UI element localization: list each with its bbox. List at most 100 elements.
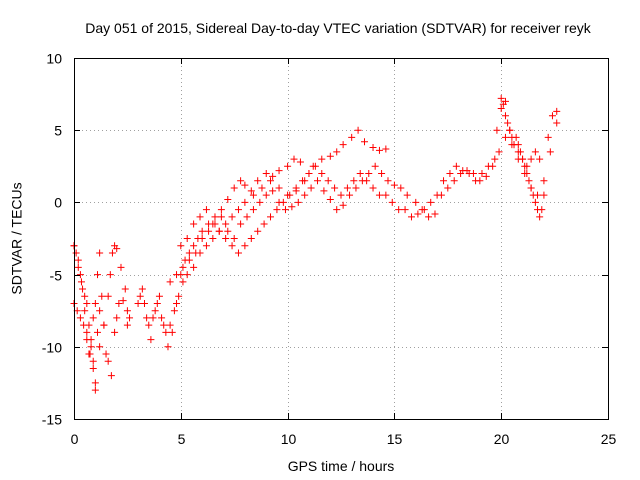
data-point bbox=[493, 126, 501, 134]
data-point bbox=[104, 292, 112, 300]
data-point bbox=[91, 379, 99, 387]
data-point bbox=[205, 227, 213, 235]
data-point bbox=[117, 263, 125, 271]
data-point bbox=[346, 191, 354, 199]
data-point bbox=[108, 249, 116, 257]
data-point bbox=[384, 177, 392, 185]
data-point bbox=[247, 235, 255, 242]
y-tick-label: -5 bbox=[50, 268, 63, 284]
data-point bbox=[514, 141, 522, 149]
data-point bbox=[286, 191, 294, 199]
data-point bbox=[326, 196, 334, 204]
data-point bbox=[179, 278, 187, 286]
data-point bbox=[281, 206, 289, 214]
data-point bbox=[237, 220, 245, 228]
data-point bbox=[501, 133, 509, 141]
data-point bbox=[185, 256, 193, 264]
data-point bbox=[190, 242, 198, 250]
data-point bbox=[388, 198, 396, 206]
data-point bbox=[444, 184, 452, 192]
data-point bbox=[211, 213, 219, 221]
data-point bbox=[540, 177, 548, 185]
data-point bbox=[519, 155, 527, 163]
data-point bbox=[81, 292, 89, 300]
data-point bbox=[93, 271, 101, 279]
data-point bbox=[111, 328, 119, 336]
data-point bbox=[275, 167, 283, 175]
data-point bbox=[115, 299, 123, 307]
data-point bbox=[536, 155, 544, 163]
data-point bbox=[536, 213, 544, 221]
data-point bbox=[324, 177, 332, 185]
data-point bbox=[74, 263, 82, 271]
data-point bbox=[512, 133, 520, 141]
data-point bbox=[296, 158, 304, 166]
data-point bbox=[260, 220, 268, 228]
data-point bbox=[83, 328, 91, 336]
data-point bbox=[375, 191, 383, 199]
grid bbox=[74, 58, 608, 419]
data-point bbox=[369, 144, 377, 152]
data-point bbox=[151, 307, 159, 315]
series-track-7 bbox=[177, 97, 544, 257]
data-point bbox=[527, 155, 535, 163]
data-point bbox=[215, 227, 223, 235]
data-point bbox=[472, 177, 480, 185]
y-axis-label: SDTVAR / TECUs bbox=[9, 182, 25, 294]
data-point bbox=[164, 343, 172, 351]
data-point bbox=[425, 213, 433, 221]
series-track-8 bbox=[493, 94, 561, 221]
data-point bbox=[348, 133, 356, 141]
x-tick-label: 20 bbox=[494, 431, 510, 447]
data-point bbox=[305, 170, 313, 178]
data-point bbox=[279, 198, 287, 206]
data-point bbox=[254, 177, 262, 185]
data-point bbox=[273, 206, 281, 214]
data-point bbox=[431, 210, 439, 218]
data-point bbox=[333, 206, 341, 214]
data-point bbox=[217, 213, 225, 221]
data-point bbox=[433, 191, 441, 199]
data-point bbox=[209, 220, 217, 228]
data-point bbox=[166, 278, 174, 286]
data-point bbox=[365, 170, 373, 178]
series-track-2 bbox=[70, 292, 131, 394]
data-point bbox=[382, 145, 390, 153]
data-point bbox=[294, 198, 302, 206]
data-point bbox=[382, 191, 390, 199]
data-point bbox=[269, 187, 277, 195]
data-point bbox=[378, 170, 386, 178]
data-point bbox=[311, 162, 319, 170]
data-point bbox=[85, 350, 93, 358]
data-point bbox=[76, 271, 84, 279]
data-point bbox=[529, 191, 537, 199]
y-tick-label: 0 bbox=[54, 195, 62, 211]
data-point bbox=[314, 177, 322, 185]
data-point bbox=[504, 119, 512, 127]
data-point bbox=[153, 299, 161, 307]
data-point bbox=[89, 357, 97, 365]
data-point bbox=[241, 181, 249, 189]
data-point bbox=[81, 307, 89, 315]
data-point bbox=[147, 336, 155, 344]
data-point bbox=[113, 314, 121, 322]
data-point bbox=[544, 133, 552, 141]
data-point bbox=[269, 172, 277, 180]
data-point bbox=[222, 220, 230, 228]
data-point bbox=[123, 321, 131, 329]
data-point bbox=[331, 184, 339, 192]
data-point bbox=[87, 343, 95, 351]
data-point bbox=[228, 242, 236, 250]
data-point bbox=[320, 187, 328, 195]
data-point bbox=[401, 206, 409, 214]
data-point bbox=[140, 299, 148, 307]
data-point bbox=[307, 184, 315, 192]
data-point bbox=[288, 203, 296, 211]
data-point bbox=[107, 372, 115, 380]
data-point bbox=[136, 292, 144, 300]
data-point bbox=[96, 343, 104, 351]
data-point bbox=[134, 299, 142, 307]
data-point bbox=[459, 167, 467, 175]
data-point bbox=[80, 321, 88, 329]
